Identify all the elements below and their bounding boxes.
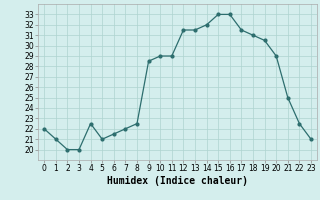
X-axis label: Humidex (Indice chaleur): Humidex (Indice chaleur) (107, 176, 248, 186)
